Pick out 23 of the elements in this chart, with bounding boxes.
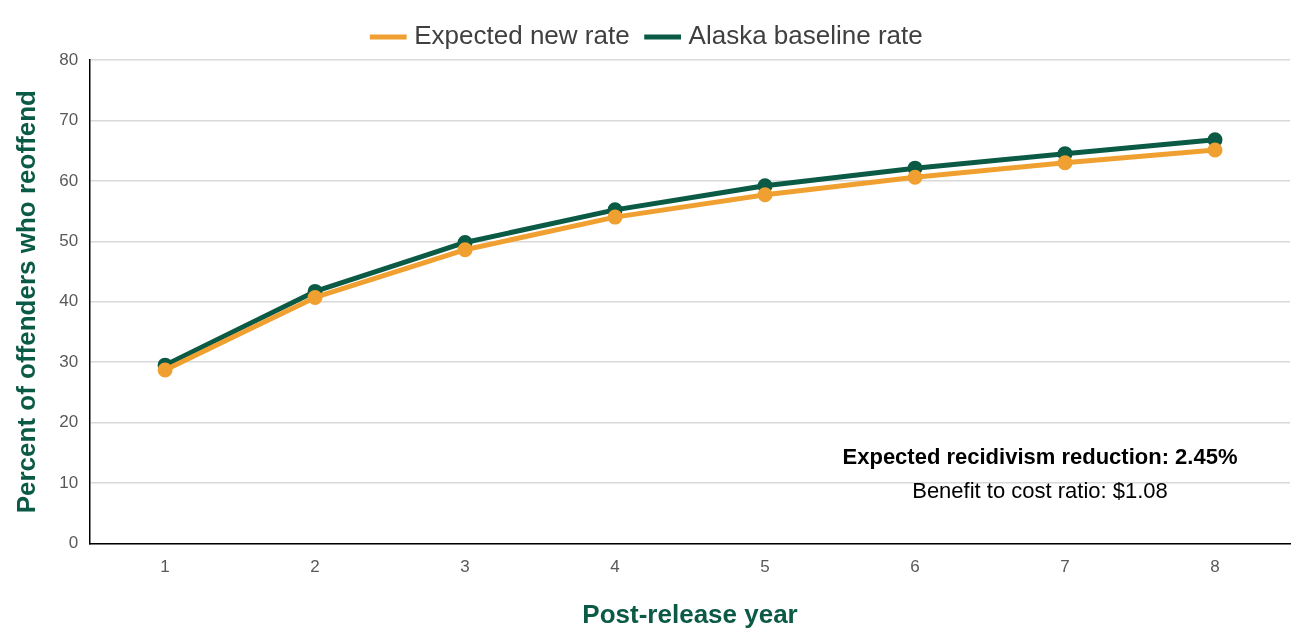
legend-label: Alaska baseline rate xyxy=(688,20,923,51)
legend-label: Expected new rate xyxy=(414,20,630,51)
annotation: Benefit to cost ratio: $1.08 xyxy=(912,478,1168,504)
x-tick-label: 8 xyxy=(1210,557,1220,577)
y-tick-label: 50 xyxy=(59,230,79,250)
y-tick-label: 40 xyxy=(59,291,79,311)
y-tick-label: 30 xyxy=(59,351,79,371)
y-axis-title: Percent of offenders who reoffend xyxy=(10,90,41,514)
x-tick-label: 2 xyxy=(310,557,320,577)
y-tick-label: 20 xyxy=(59,412,79,432)
x-tick-label: 5 xyxy=(760,557,770,577)
annotation: Expected recidivism reduction: 2.45% xyxy=(842,444,1238,470)
x-axis-title: Post-release year xyxy=(582,598,798,629)
x-tick-label: 1 xyxy=(160,557,170,577)
x-tick-label: 3 xyxy=(460,557,470,577)
y-tick-label: 80 xyxy=(59,49,79,69)
y-tick-label: 70 xyxy=(59,110,79,130)
y-tick-label: 0 xyxy=(68,533,79,553)
x-tick-label: 7 xyxy=(1060,557,1070,577)
y-tick-label: 60 xyxy=(59,170,79,190)
x-tick-label: 4 xyxy=(610,557,620,577)
y-tick-label: 10 xyxy=(59,472,79,492)
x-tick-label: 6 xyxy=(910,557,920,577)
